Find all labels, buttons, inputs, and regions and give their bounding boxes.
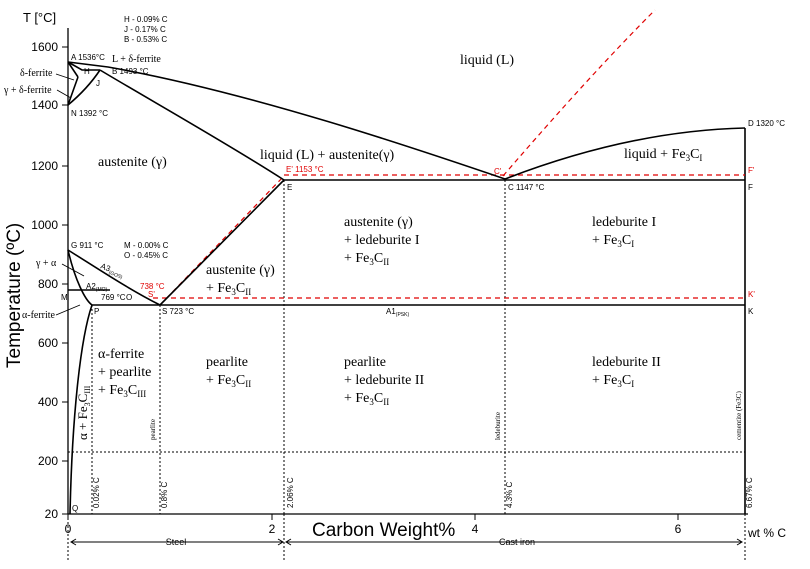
temp-769: 769 °C: [101, 293, 126, 302]
y-ticks: [62, 46, 68, 515]
leader-arrows: [55, 73, 85, 316]
point-A: A 1536°C: [71, 53, 105, 62]
vlabel-ledeburite: ledeburite: [494, 412, 502, 440]
region-pearl-led-1: pearlite: [344, 355, 386, 370]
point-S: S 723 °C: [162, 307, 194, 316]
label-A1: A1(PSK): [386, 307, 409, 318]
point-O: O: [126, 293, 132, 302]
region-aust-fe3c-2: + Fe3CII: [206, 281, 251, 297]
region-L-delta: L + δ-ferrite: [112, 54, 161, 65]
region-austenite: austenite (γ): [98, 155, 167, 170]
point-S-prime: S': [148, 290, 155, 299]
point-Q: Q: [72, 504, 78, 513]
region-alpha-pearlite-3: + Fe3CIII: [98, 383, 146, 399]
region-pearlite-2: + Fe3CII: [206, 373, 251, 389]
point-C-prime: C': [494, 167, 502, 176]
y-tick-1400: 1400: [31, 98, 58, 112]
region-pearl-led-2: + ledeburite II: [344, 373, 425, 388]
point-F-prime: F': [748, 166, 755, 175]
vlabel-4-3: 4.3% C: [505, 482, 514, 508]
temp-738: 738 °C: [140, 282, 165, 291]
point-D: D 1320 °C: [748, 119, 785, 128]
y-tick-400: 400: [38, 395, 58, 409]
x-tick-4: 4: [472, 522, 479, 536]
point-K: K: [748, 307, 754, 316]
point-G: G 911 °C: [71, 241, 104, 250]
point-C: C 1147 °C: [508, 183, 545, 192]
vlabel-0-02: 0.02% C: [92, 477, 101, 508]
vlabel-2-06: 2.06% C: [286, 477, 295, 508]
y-tick-600: 600: [38, 336, 58, 350]
guide-lines: [68, 180, 745, 514]
x-tick-2: 2: [269, 522, 276, 536]
phase-boundaries: [67, 61, 746, 515]
region-liquid: liquid (L): [460, 53, 514, 68]
region-led1-2: + Fe3CI: [592, 233, 634, 249]
vlabel-6-67: 6.67% C: [745, 477, 754, 508]
region-aust-fe3c-1: austenite (γ): [206, 263, 275, 278]
x-tick-0: 0: [65, 522, 72, 536]
y-unit-label: T [°C]: [23, 10, 56, 25]
y-tick-800: 800: [38, 277, 58, 291]
point-P: P: [94, 307, 99, 316]
comp-B: B - 0.53% C: [124, 35, 167, 44]
region-alpha-pearlite-2: + pearlite: [98, 365, 151, 380]
x-tick-6: 6: [675, 522, 682, 536]
region-led2-1: ledeburite II: [592, 355, 661, 370]
label-delta-ferrite: δ-ferrite: [20, 68, 53, 79]
label-gamma-alpha: γ + α: [35, 258, 57, 269]
x-axis-title: Carbon Weight%: [312, 520, 455, 541]
region-led1-1: ledeburite I: [592, 215, 656, 230]
point-J: J: [96, 79, 100, 88]
point-E: E: [287, 183, 292, 192]
point-F: F: [748, 183, 753, 192]
region-aust-led-3: + Fe3CII: [344, 251, 389, 267]
comp-O: O - 0.45% C: [124, 251, 168, 260]
label-A2: A2(MO): [86, 282, 108, 293]
label-alpha-fe3c: α + Fe3CIII: [75, 385, 92, 440]
comp-H: H - 0.09% C: [124, 15, 168, 24]
zone-arrows: [67, 514, 746, 560]
region-pearlite-1: pearlite: [206, 355, 248, 370]
comp-M: M - 0.00% C: [124, 241, 169, 250]
x-unit-label: wt % C: [747, 526, 786, 540]
y-tick-1000: 1000: [31, 218, 58, 232]
label-A3: A3(GOS): [99, 262, 126, 281]
y-tick-1200: 1200: [31, 159, 58, 173]
point-B: B 1493 °C: [112, 67, 149, 76]
y-tick-1600: 1600: [31, 40, 58, 54]
point-N: N 1392 °C: [71, 109, 108, 118]
vlabel-cementite: cementite (Fe3C): [735, 391, 743, 440]
region-liquid-fe3c: liquid + Fe3CI: [624, 147, 702, 163]
steel-label: Steel: [166, 537, 187, 547]
vlabel-0-8: 0.8% C: [160, 482, 169, 508]
point-M: M: [61, 293, 68, 302]
region-L-austenite: liquid (L) + austenite(γ): [260, 148, 395, 163]
point-K-prime: K': [748, 290, 755, 299]
region-pearl-led-3: + Fe3CII: [344, 391, 389, 407]
region-led2-2: + Fe3CI: [592, 373, 634, 389]
vlabel-pearlite: pearlite: [149, 419, 157, 440]
label-gamma-delta: γ + δ-ferrite: [3, 85, 52, 96]
point-E-prime: E' 1153 °C: [286, 165, 324, 174]
y-tick-200: 200: [38, 454, 58, 468]
comp-J: J - 0.17% C: [124, 25, 166, 34]
region-aust-led-1: austenite (γ): [344, 215, 413, 230]
label-alpha-ferrite-left: α-ferrite: [22, 310, 56, 321]
cast-iron-label: Cast iron: [499, 537, 535, 547]
region-alpha-pearlite-1: α-ferrite: [98, 347, 144, 362]
y-axis-title: Temperature (ºC): [4, 223, 25, 368]
region-aust-led-2: + ledeburite I: [344, 233, 420, 248]
y-tick-20: 20: [45, 507, 59, 521]
point-H: H: [84, 67, 90, 76]
